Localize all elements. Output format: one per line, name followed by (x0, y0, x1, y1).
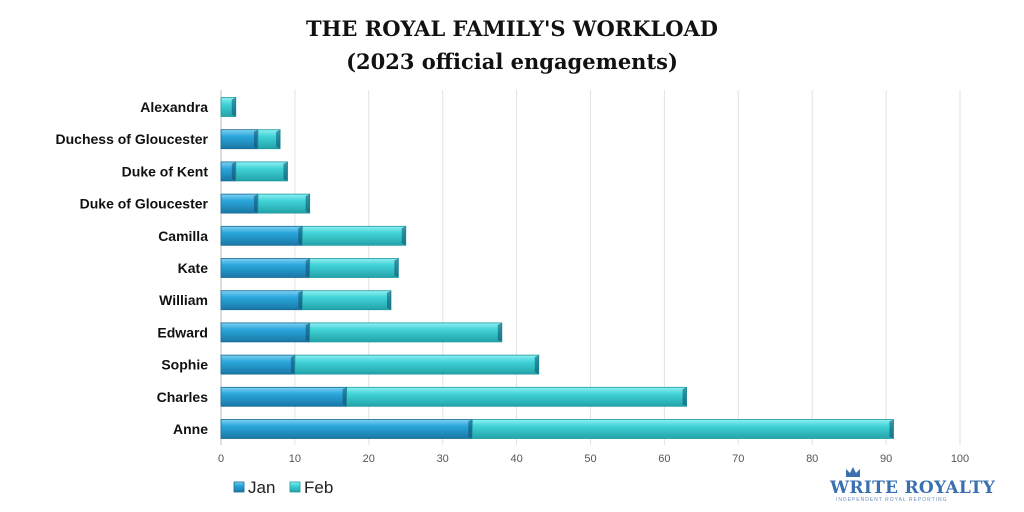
bar-end-william-feb (386, 290, 391, 310)
bar-duchess-of-gloucester-jan (220, 129, 259, 150)
bar-end-kate-feb (394, 258, 399, 278)
x-tick-label-0: 0 (218, 453, 224, 465)
bar-end-duke-of-gloucester-feb (305, 194, 310, 214)
bar-william-feb (301, 290, 392, 311)
bar-end-duke-of-kent-jan (231, 161, 236, 181)
category-label-kate: Kate (178, 260, 209, 276)
x-tick-label-80: 80 (806, 453, 818, 465)
bar-camilla-feb (301, 225, 407, 246)
bar-end-charles-feb (682, 387, 687, 407)
bar-william-jan (220, 290, 303, 311)
brand-tagline: INDEPENDENT ROYAL REPORTING (836, 497, 948, 503)
category-label-charles: Charles (157, 389, 209, 405)
bar-duke-of-gloucester-feb (257, 193, 311, 214)
bar-anne-feb (471, 419, 894, 439)
brand-name: WRITE ROYALTY (829, 478, 996, 498)
category-label-duke-of-gloucester: Duke of Gloucester (80, 196, 209, 212)
category-label-anne: Anne (173, 421, 208, 437)
bar-end-camilla-feb (401, 226, 406, 246)
bar-end-sophie-feb (534, 355, 539, 375)
x-tick-label-10: 10 (289, 453, 301, 465)
chart-subtitle: (2023 official engagements) (346, 49, 678, 74)
legend-label-feb: Feb (304, 478, 333, 497)
brand-logo: WRITE ROYALTY INDEPENDENT ROYAL REPORTIN… (829, 467, 996, 503)
bar-end-anne-feb (889, 419, 894, 439)
bar-end-sophie-jan (290, 355, 295, 375)
bar-end-camilla-jan (298, 226, 303, 246)
bar-edward-jan (220, 322, 311, 343)
x-tick-label-50: 50 (584, 453, 596, 465)
bar-kate-feb (309, 258, 399, 278)
bar-kate-jan (220, 258, 311, 278)
chart-title: THE ROYAL FAMILY'S WORKLOAD (306, 16, 718, 41)
bars (220, 97, 894, 439)
bar-end-william-jan (298, 290, 303, 310)
bar-duke-of-gloucester-jan (220, 193, 259, 214)
bar-edward-feb (309, 322, 503, 343)
bar-end-charles-jan (342, 387, 347, 407)
x-tick-label-60: 60 (658, 453, 670, 465)
bar-end-edward-feb (497, 322, 502, 342)
bar-end-duchess-of-gloucester-feb (276, 129, 281, 149)
category-label-alexandra: Alexandra (140, 99, 208, 115)
bar-anne-jan (220, 419, 473, 439)
category-label-edward: Edward (157, 324, 208, 340)
legend-swatch-feb (289, 481, 301, 493)
x-tick-label-100: 100 (951, 453, 969, 465)
x-tick-label-90: 90 (880, 453, 892, 465)
bar-duke-of-kent-feb (235, 161, 288, 182)
category-label-camilla: Camilla (158, 228, 208, 244)
x-tick-label-40: 40 (510, 453, 522, 465)
bar-charles-feb (346, 386, 687, 407)
category-label-sophie: Sophie (161, 357, 208, 373)
bar-end-duchess-of-gloucester-jan (253, 129, 258, 149)
bar-end-alexandra-feb (231, 97, 236, 117)
bar-end-kate-jan (305, 258, 310, 278)
bar-charles-jan (220, 386, 348, 407)
bar-end-duke-of-gloucester-jan (253, 194, 258, 214)
x-axis-ticks: 0 10 20 30 40 50 60 70 80 90 100 (218, 453, 969, 465)
legend-label-jan: Jan (248, 478, 275, 497)
category-label-william: William (159, 292, 208, 308)
category-label-duke-of-kent: Duke of Kent (122, 163, 209, 179)
bar-sophie-feb (294, 354, 540, 375)
x-tick-label-30: 30 (437, 453, 449, 465)
bar-end-edward-jan (305, 322, 310, 342)
bar-sophie-jan (220, 354, 296, 375)
category-label-duchess-of-gloucester: Duchess of Gloucester (56, 131, 209, 147)
bar-duchess-of-gloucester-feb (257, 129, 281, 150)
crown-icon (846, 467, 860, 477)
x-tick-label-70: 70 (732, 453, 744, 465)
legend: Jan Feb (233, 478, 333, 497)
bar-end-duke-of-kent-feb (283, 161, 288, 181)
x-tick-label-20: 20 (363, 453, 375, 465)
legend-swatch-jan (233, 481, 245, 493)
bar-end-anne-jan (468, 419, 473, 439)
bar-camilla-jan (220, 225, 303, 246)
grid (220, 90, 961, 445)
category-labels: Alexandra Duchess of Gloucester Duke of Ke… (56, 99, 209, 437)
